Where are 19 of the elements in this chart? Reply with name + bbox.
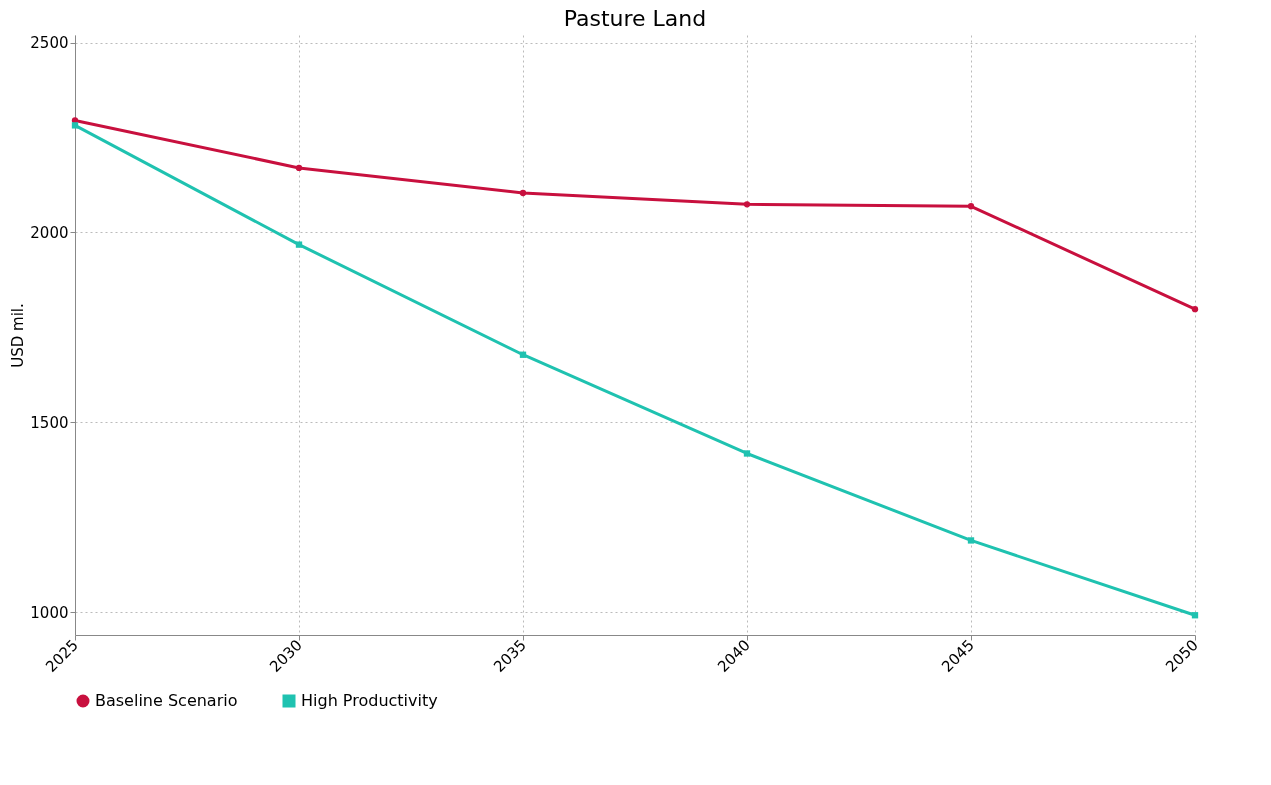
point <box>295 241 303 248</box>
y-tick-label: 2500 <box>30 34 69 53</box>
point <box>1191 306 1199 313</box>
y-axis-title: USD mil. <box>9 303 28 368</box>
legend-label: High Productivity <box>301 691 438 710</box>
y-tick-label: 2000 <box>30 223 69 242</box>
point <box>295 164 303 172</box>
point <box>519 189 527 197</box>
chart-title: Pasture Land <box>563 6 707 31</box>
point <box>967 537 975 544</box>
point <box>967 203 975 210</box>
point <box>71 122 79 129</box>
legend-label: Baseline Scenario <box>95 691 238 710</box>
point <box>743 201 751 208</box>
point <box>743 450 751 457</box>
point <box>519 351 527 358</box>
y-tick-label: 1000 <box>30 603 69 622</box>
point <box>1191 612 1199 619</box>
y-tick-label: 1500 <box>30 413 69 432</box>
